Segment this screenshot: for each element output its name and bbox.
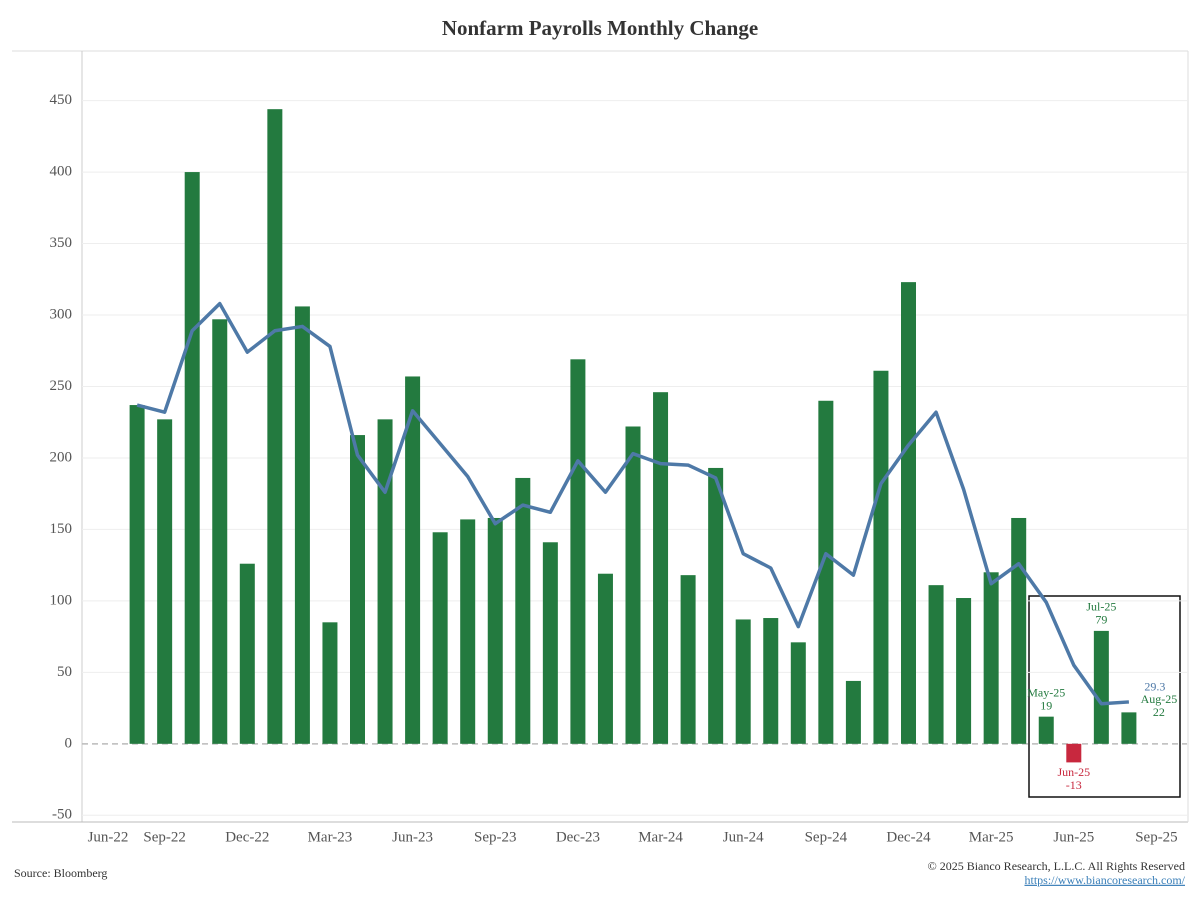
bar — [1011, 517, 1027, 744]
bar — [763, 618, 779, 744]
x-tick-label: Jun-23 — [392, 829, 433, 845]
bar — [653, 392, 669, 744]
y-tick-label: 50 — [57, 664, 72, 680]
y-tick-label: 250 — [50, 378, 73, 394]
bar — [542, 542, 558, 744]
bar-annotation: May-25 — [1027, 685, 1065, 699]
bar — [405, 376, 421, 744]
x-tick-label: Sep-24 — [805, 829, 848, 845]
x-tick-label: Jun-24 — [723, 829, 764, 845]
y-tick-label: 0 — [65, 735, 73, 751]
x-tick-label: Sep-25 — [1135, 829, 1178, 845]
chart-title: Nonfarm Payrolls Monthly Change — [442, 16, 758, 40]
x-tick-label: Mar-25 — [969, 829, 1014, 845]
bar-annotation: Jun-25 — [1057, 765, 1090, 779]
x-tick-label: Mar-24 — [638, 829, 683, 845]
bar — [625, 426, 641, 744]
copyright: © 2025 Bianco Research, L.L.C. All Right… — [928, 859, 1185, 873]
x-tick-label: Dec-22 — [225, 829, 269, 845]
bar-annotation: Aug-25 — [1141, 692, 1178, 706]
y-tick-label: 150 — [50, 521, 73, 537]
y-tick-label: -50 — [52, 807, 72, 823]
highlight-box — [1028, 595, 1181, 798]
y-tick-label: 300 — [50, 306, 73, 322]
data-label: 19 — [1040, 698, 1052, 712]
line — [136, 301, 1130, 706]
source: Source: Bloomberg — [14, 866, 107, 880]
bar — [680, 575, 696, 744]
x-tick-label: Mar-23 — [308, 829, 353, 845]
bar — [515, 477, 531, 744]
bar — [845, 680, 861, 744]
bar-annotation: Jul-25 — [1086, 600, 1116, 614]
y-tick-label: 100 — [50, 592, 73, 608]
bar — [1121, 712, 1137, 744]
bar — [873, 370, 889, 744]
x-tick-label: Dec-23 — [556, 829, 600, 845]
bar — [377, 419, 393, 744]
bar — [956, 598, 972, 744]
bar — [790, 642, 806, 744]
x-tick-label: Dec-24 — [886, 829, 931, 845]
y-tick-label: 400 — [50, 164, 73, 180]
data-label: -13 — [1066, 778, 1082, 792]
bar — [212, 319, 228, 744]
bar — [350, 435, 365, 744]
bar — [239, 563, 255, 744]
bar — [928, 585, 944, 744]
data-label: 79 — [1095, 613, 1107, 627]
x-tick-label: Sep-22 — [143, 829, 186, 845]
bar — [597, 573, 613, 744]
bar — [1038, 716, 1054, 744]
bar — [184, 172, 200, 744]
y-tick-label: 450 — [50, 92, 73, 108]
url[interactable]: https://www.biancoresearch.com/ — [1024, 873, 1185, 887]
x-tick-label: Sep-23 — [474, 829, 517, 845]
data-label: 22 — [1153, 705, 1165, 719]
x-tick-label: Jun-22 — [88, 829, 129, 845]
bar — [157, 419, 173, 744]
bar — [1066, 743, 1082, 763]
bar — [322, 622, 338, 744]
bar — [129, 405, 145, 744]
bar — [267, 109, 283, 744]
bar — [487, 517, 503, 744]
y-tick-label: 200 — [50, 449, 73, 465]
bar — [432, 532, 448, 744]
x-tick-label: Jun-25 — [1053, 829, 1094, 845]
bar — [570, 359, 586, 744]
bar — [1093, 630, 1109, 744]
bar — [983, 572, 999, 744]
y-tick-label: 350 — [50, 235, 73, 251]
bar — [818, 400, 834, 744]
bar — [294, 306, 310, 744]
bar — [901, 282, 916, 744]
bar — [708, 467, 724, 744]
bar — [460, 519, 476, 744]
data-label: 29.3 — [1144, 680, 1165, 694]
bar — [735, 619, 751, 744]
